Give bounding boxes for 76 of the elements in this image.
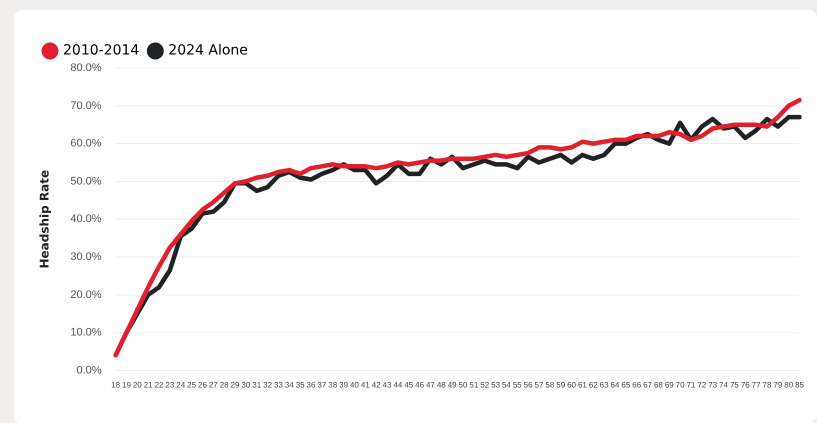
x-tick-label: 59	[556, 380, 566, 390]
x-tick-label: 44	[393, 380, 403, 390]
x-tick-label: 52	[480, 380, 490, 390]
x-tick-label: 26	[198, 380, 208, 390]
x-tick-label: 57	[534, 380, 544, 390]
x-tick-label: 24	[176, 380, 186, 390]
x-tick-label: 72	[697, 380, 707, 390]
x-tick-label: 60	[567, 380, 577, 390]
x-tick-label: 58	[545, 380, 555, 390]
x-tick-label: 54	[502, 380, 512, 390]
x-tick-label: 71	[686, 380, 696, 390]
x-tick-label: 18	[111, 380, 121, 390]
x-tick-label: 73	[708, 380, 718, 390]
x-tick-label: 33	[274, 380, 284, 390]
x-tick-label: 47	[426, 380, 436, 390]
x-tick-label: 78	[762, 380, 772, 390]
x-tick-label: 42	[372, 380, 382, 390]
x-tick-label: 43	[382, 380, 392, 390]
y-tick-label: 20.0%	[70, 288, 102, 301]
x-tick-label: 48	[436, 380, 446, 390]
y-tick-label: 0.0%	[76, 364, 102, 376]
x-tick-label: 69	[664, 380, 674, 390]
x-tick-label: 22	[154, 380, 164, 390]
x-tick-label: 62	[588, 380, 598, 390]
y-tick-label: 50.0%	[70, 175, 102, 188]
y-tick-label: 30.0%	[70, 251, 102, 264]
x-tick-label: 68	[654, 380, 664, 390]
x-tick-label: 35	[296, 380, 306, 390]
x-tick-label: 66	[632, 380, 642, 390]
x-tick-label: 25	[187, 380, 197, 390]
x-tick-label: 55	[512, 380, 522, 390]
x-tick-label: 77	[752, 380, 762, 390]
x-tick-label: 32	[263, 380, 273, 390]
legend-label: 2024 Alone	[168, 42, 248, 59]
x-tick-label: 30	[241, 380, 251, 390]
y-tick-label: 60.0%	[70, 138, 102, 150]
x-tick-label: 50	[458, 380, 468, 390]
x-tick-label: 23	[165, 380, 175, 390]
x-tick-label: 75	[730, 380, 740, 390]
x-tick-label: 70	[676, 380, 686, 390]
x-tick-label: 37	[317, 380, 327, 390]
x-tick-label: 65	[621, 380, 631, 390]
y-tick-label: 70.0%	[70, 100, 102, 112]
x-tick-label: 67	[643, 380, 653, 390]
x-tick-label: 20	[132, 380, 142, 390]
x-tick-label: 64	[610, 380, 620, 390]
x-tick-label: 74	[719, 380, 729, 390]
y-tick-label: 10.0%	[70, 326, 102, 339]
x-tick-label: 39	[339, 380, 349, 390]
x-tick-label: 80	[784, 380, 794, 390]
x-tick-label: 53	[491, 380, 501, 390]
y-tick-label: 80.0%	[70, 62, 102, 74]
x-tick-label: 27	[208, 380, 218, 390]
legend-label: 2010-2014	[63, 42, 140, 59]
x-tick-label: 49	[448, 380, 458, 390]
x-tick-label: 40	[350, 380, 360, 390]
y-tick-label: 40.0%	[70, 213, 102, 226]
x-tick-label: 51	[469, 380, 479, 390]
x-tick-label: 61	[578, 380, 588, 390]
x-tick-label: 41	[360, 380, 370, 390]
x-tick-label: 29	[230, 380, 240, 390]
y-axis-title: Headship Rate	[37, 170, 52, 269]
x-tick-label: 79	[773, 380, 783, 390]
x-tick-label: 34	[284, 380, 294, 390]
x-tick-label: 76	[740, 380, 750, 390]
x-tick-label: 28	[220, 380, 230, 390]
x-tick-label: 63	[600, 380, 610, 390]
x-tick-label: 45	[404, 380, 414, 390]
x-tick-label: 31	[252, 380, 262, 390]
x-tick-label: 21	[144, 380, 154, 390]
x-tick-label: 46	[415, 380, 425, 390]
x-tick-label: 38	[328, 380, 338, 390]
x-tick-label: 36	[306, 380, 316, 390]
x-tick-label: 56	[524, 380, 534, 390]
x-tick-label: 19	[122, 380, 132, 390]
x-tick-label: 85	[795, 380, 805, 390]
